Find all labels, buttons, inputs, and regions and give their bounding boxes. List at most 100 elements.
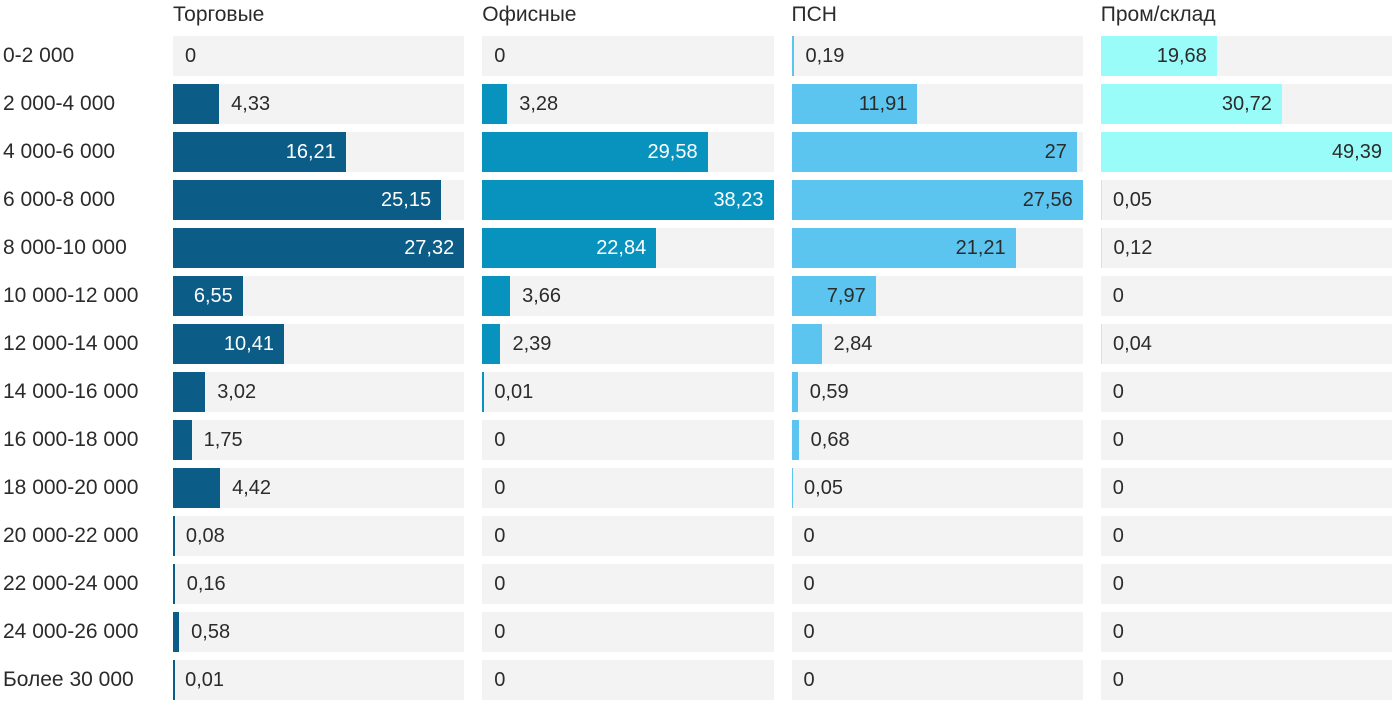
- bar-track: 22,84: [482, 228, 774, 268]
- column-header-psn: ПСН: [791, 3, 837, 26]
- bar-track: 16,21: [173, 132, 465, 172]
- bar: 7,97: [791, 276, 876, 316]
- row-label: Более 30 000: [3, 668, 134, 691]
- bar-track: 0,58: [173, 612, 465, 652]
- bar: [482, 324, 501, 364]
- value-label: 0,19: [805, 44, 845, 67]
- bar: [173, 372, 206, 412]
- bar-track: 0,68: [791, 420, 1083, 460]
- bar-track: 0,12: [1100, 228, 1392, 268]
- value-label: 0: [1112, 668, 1124, 691]
- bar: 16,21: [173, 132, 346, 172]
- bar: [173, 612, 180, 652]
- value-label: 0: [1112, 476, 1124, 499]
- value-label: 0: [494, 428, 506, 451]
- bar-track: 0,05: [1100, 180, 1392, 220]
- value-label: 0,16: [186, 572, 226, 595]
- value-label: 3,66: [522, 284, 562, 307]
- column-header-ofisnye: Офисные: [482, 3, 577, 26]
- value-label: 0: [1112, 284, 1124, 307]
- value-label: 0,01: [185, 668, 225, 691]
- bar: [173, 660, 175, 700]
- value-label: 3,02: [217, 380, 257, 403]
- bar: 49,39: [1100, 132, 1392, 172]
- bar: [1100, 228, 1103, 268]
- header-spacer: [3, 2, 155, 28]
- row-label: 16 000-18 000: [3, 428, 139, 451]
- bar-track: 0: [482, 420, 774, 460]
- bar-track: 27,56: [791, 180, 1083, 220]
- bar: [482, 84, 508, 124]
- value-label: 21,21: [955, 236, 1006, 259]
- value-label: 0: [1112, 524, 1124, 547]
- bar: 11,91: [791, 84, 918, 124]
- row-label: 4 000-6 000: [3, 140, 116, 163]
- value-label: 0: [803, 668, 815, 691]
- value-label: 0,04: [1112, 332, 1152, 355]
- bar: [173, 516, 175, 556]
- value-label: 0: [803, 620, 815, 643]
- bar-chart: Торговые Офисные ПСН Пром/склад 0-2 000 0…: [3, 2, 1392, 700]
- bar: 21,21: [791, 228, 1016, 268]
- bar: [173, 420, 192, 460]
- value-label: 4,42: [232, 476, 272, 499]
- value-label: 11,91: [858, 92, 908, 115]
- bar-track: 38,23: [482, 180, 774, 220]
- value-label: 0,08: [185, 524, 225, 547]
- value-label: 0: [494, 620, 506, 643]
- bar-track: 29,58: [482, 132, 774, 172]
- bar-track: 49,39: [1100, 132, 1392, 172]
- value-label: 0,58: [191, 620, 231, 643]
- column-header-prom-sklad: Пром/склад: [1100, 3, 1216, 26]
- row-label: 20 000-22 000: [3, 524, 139, 547]
- value-label: 0: [1112, 428, 1124, 451]
- bar-track: 3,66: [482, 276, 774, 316]
- value-label: 29,58: [647, 140, 698, 163]
- bar: [791, 36, 794, 76]
- bar-track: 0,59: [791, 372, 1083, 412]
- value-label: 1,75: [203, 428, 243, 451]
- bar-track: 0,16: [173, 564, 465, 604]
- value-label: 10,41: [223, 332, 274, 355]
- bar-track: 19,68: [1100, 36, 1392, 76]
- bar: [173, 468, 221, 508]
- bar: [791, 468, 793, 508]
- bar-track: 0: [482, 612, 774, 652]
- value-label: 0: [494, 668, 506, 691]
- value-label: 2,39: [512, 332, 552, 355]
- bar: 6,55: [173, 276, 243, 316]
- value-label: 0,12: [1113, 236, 1153, 259]
- bar-track: 0: [1100, 420, 1392, 460]
- bar-track: 0: [1100, 612, 1392, 652]
- row-label: 6 000-8 000: [3, 188, 116, 211]
- value-label: 0: [494, 572, 506, 595]
- bar-track: 27: [791, 132, 1083, 172]
- value-label: 0: [1112, 380, 1124, 403]
- value-label: 7,97: [826, 284, 866, 307]
- bar-track: 2,39: [482, 324, 774, 364]
- bar: [1100, 324, 1103, 364]
- bar-track: 0: [1100, 372, 1392, 412]
- bar: [791, 420, 799, 460]
- value-label: 0,01: [494, 380, 534, 403]
- bar-track: 2,84: [791, 324, 1083, 364]
- value-label: 4,33: [231, 92, 271, 115]
- bar-track: 0,01: [482, 372, 774, 412]
- value-label: 0: [803, 572, 815, 595]
- value-label: 0: [1112, 572, 1124, 595]
- value-label: 0,05: [804, 476, 843, 499]
- bar-track: 4,33: [173, 84, 465, 124]
- bar: [173, 564, 175, 604]
- row-label: 2 000-4 000: [3, 92, 116, 115]
- bar-track: 0: [791, 564, 1083, 604]
- bar-track: 0: [1100, 660, 1392, 700]
- row-label: 24 000-26 000: [3, 620, 139, 643]
- bar: 30,72: [1100, 84, 1282, 124]
- value-label: 0: [494, 524, 506, 547]
- row-label: 10 000-12 000: [3, 284, 139, 307]
- bar: 22,84: [482, 228, 657, 268]
- bar-track: 0,01: [173, 660, 465, 700]
- column-header-torgovye: Торговые: [173, 3, 265, 26]
- value-label: 38,23: [713, 188, 764, 211]
- bar-track: 0,05: [791, 468, 1083, 508]
